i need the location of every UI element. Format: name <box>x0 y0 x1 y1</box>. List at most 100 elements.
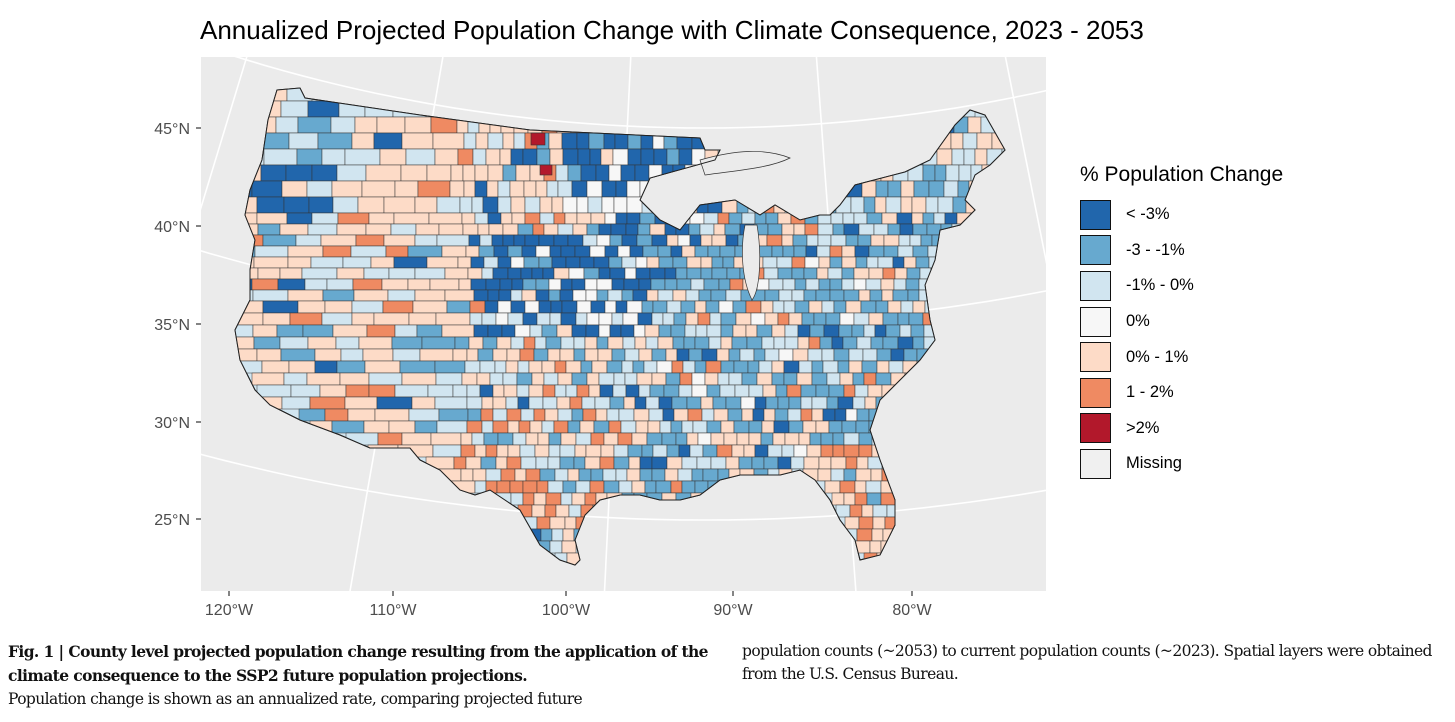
county-cell <box>869 540 882 554</box>
county-cell <box>845 300 862 314</box>
county-cell <box>536 312 551 326</box>
county-cell <box>582 234 598 247</box>
county-cell <box>540 528 553 542</box>
county-cell <box>573 336 586 350</box>
county-cell <box>549 312 562 326</box>
county-cell <box>492 348 508 362</box>
county-cell <box>579 420 595 434</box>
legend-swatch <box>1080 377 1111 408</box>
county-cell <box>738 456 753 470</box>
county-cell <box>388 267 416 280</box>
county-cell <box>877 256 894 269</box>
county-cell <box>262 234 297 247</box>
county-cell <box>760 300 774 314</box>
county-cell <box>926 223 942 236</box>
county-cell <box>747 360 760 374</box>
county-cell <box>892 256 905 269</box>
county-cell <box>626 180 641 198</box>
county-cell <box>363 267 390 280</box>
county-cell <box>523 256 540 269</box>
county-cell <box>376 396 413 410</box>
y-tick-label: 45°N <box>154 121 190 138</box>
county-cell <box>618 480 633 494</box>
county-cell <box>609 234 623 247</box>
county-cell <box>718 278 731 291</box>
county-cell <box>491 234 504 247</box>
county-cell <box>429 278 460 291</box>
county-cell <box>509 180 525 198</box>
county-cell <box>628 456 641 470</box>
county-cell <box>444 267 469 280</box>
county-cell <box>434 360 466 374</box>
x-tick-label: 90°W <box>713 602 753 619</box>
county-cell <box>571 372 588 386</box>
county-cell <box>861 360 878 374</box>
county-cell <box>756 372 773 386</box>
county-cell <box>783 300 796 314</box>
county-cell <box>815 420 830 434</box>
county-cell <box>565 360 582 374</box>
county-cell <box>535 456 549 470</box>
county-cell <box>658 324 672 338</box>
county-cell <box>542 267 555 280</box>
county-cell <box>553 212 566 225</box>
county-cell <box>804 223 819 236</box>
county-cell <box>683 336 696 350</box>
county-cell <box>330 116 356 134</box>
county-cell <box>553 267 570 280</box>
county-cell <box>665 372 681 386</box>
county-cell <box>543 223 559 236</box>
county-cell <box>707 245 721 258</box>
county-cell <box>492 420 509 434</box>
county-cell <box>506 456 522 470</box>
county-cell <box>830 456 847 470</box>
county-cell <box>657 289 674 302</box>
county-cell <box>640 148 655 166</box>
county-cell <box>912 336 925 350</box>
county-cell <box>536 480 549 494</box>
county-cell <box>480 456 497 470</box>
county-cell <box>803 267 818 280</box>
county-cell <box>624 348 640 362</box>
county-cell <box>651 372 667 386</box>
county-cell <box>608 420 622 434</box>
county-cell <box>618 408 635 422</box>
county-cell <box>644 480 657 494</box>
county-cell <box>506 348 521 362</box>
y-tick-label: 40°N <box>154 219 190 236</box>
county-cell <box>252 289 289 302</box>
county-cell <box>677 468 693 482</box>
county-cell <box>485 468 502 482</box>
county-cell <box>657 245 672 258</box>
county-cell <box>477 223 490 236</box>
county-cell <box>634 396 647 410</box>
county-cell <box>833 300 847 314</box>
county-cell <box>843 384 856 398</box>
county-cell <box>686 432 699 446</box>
county-cell <box>805 245 818 258</box>
county-cell <box>691 372 706 386</box>
county-cell <box>876 360 890 374</box>
county-cell <box>344 148 381 166</box>
county-cell <box>688 223 701 236</box>
county-cell <box>733 360 749 374</box>
county-cell <box>493 245 509 258</box>
county-cell <box>518 420 531 434</box>
county-cell <box>298 408 326 422</box>
county-cell <box>460 444 476 458</box>
county-cell <box>793 223 806 236</box>
county-cell <box>622 312 639 326</box>
county-cell <box>860 300 877 314</box>
county-cell <box>672 256 688 269</box>
county-cell <box>479 360 496 374</box>
county-cell <box>531 504 546 518</box>
county-cell <box>651 312 664 326</box>
county-cell <box>621 289 634 302</box>
county-cell <box>751 456 765 470</box>
county-cell <box>452 384 468 398</box>
county-cell <box>511 278 524 291</box>
county-cell <box>870 234 885 247</box>
county-cell <box>830 234 847 247</box>
county-cell <box>818 278 831 291</box>
